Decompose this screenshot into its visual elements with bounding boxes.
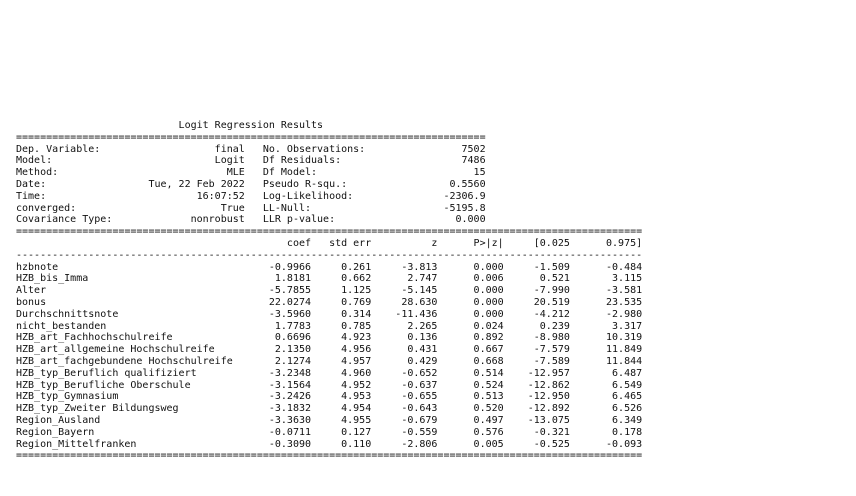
coef-row: hzbnote -0.9966 0.261 -3.813 0.000 -1.50… <box>16 261 643 273</box>
rule-double: ========================================… <box>16 131 486 143</box>
table-title: Logit Regression Results <box>16 120 486 131</box>
rule-double: ========================================… <box>16 226 643 238</box>
coef-row: HZB_typ_Berufliche Oberschule -3.1564 4.… <box>16 379 643 391</box>
info-row: Time: 16:07:52 Log-Likelihood: -2306.9 <box>16 190 486 202</box>
coef-row: Region_Mittelfranken -0.3090 0.110 -2.80… <box>16 438 643 450</box>
coef-row: Region_Ausland -3.3630 4.955 -0.679 0.49… <box>16 414 643 426</box>
info-row: Dep. Variable: final No. Observations: 7… <box>16 143 486 155</box>
coef-row: HZB_bis_Imma 1.8181 0.662 2.747 0.006 0.… <box>16 273 643 285</box>
coef-row: HZB_art_fachgebundene Hochschulreife 2.1… <box>16 355 643 367</box>
coef-row: HZB_typ_Gymnasium -3.2426 4.953 -0.655 0… <box>16 391 643 403</box>
coef-row: HZB_art_allgemeine Hochschulreife 2.1350… <box>16 344 643 356</box>
info-row: Method: MLE Df Model: 15 <box>16 167 486 179</box>
info-row: converged: True LL-Null: -5195.8 <box>16 202 486 214</box>
coef-row: HZB_art_Fachhochschulreife 0.6696 4.923 … <box>16 332 643 344</box>
coef-row: HZB_typ_Zweiter Bildungsweg -3.1832 4.95… <box>16 403 643 415</box>
coef-header-row: coef std err z P>|z| [0.025 0.975] <box>16 237 643 249</box>
coef-row: HZB_typ_Beruflich qualifiziert -3.2348 4… <box>16 367 643 379</box>
info-row: Model: Logit Df Residuals: 7486 <box>16 155 486 167</box>
info-row: Covariance Type: nonrobust LLR p-value: … <box>16 214 486 226</box>
regression-summary-output: Logit Regression Results ===============… <box>16 120 642 462</box>
coef-row: Durchschnittsnote -3.5960 0.314 -11.436 … <box>16 308 643 320</box>
info-row: Date: Tue, 22 Feb 2022 Pseudo R-squ.: 0.… <box>16 178 486 190</box>
coef-row: nicht_bestanden 1.7783 0.785 2.265 0.024… <box>16 320 643 332</box>
rule-double: ========================================… <box>16 450 643 462</box>
coef-row: Alter -5.7855 1.125 -5.145 0.000 -7.990 … <box>16 285 643 297</box>
rule-single: ----------------------------------------… <box>16 249 643 261</box>
coef-row: bonus 22.0274 0.769 28.630 0.000 20.519 … <box>16 296 643 308</box>
coef-row: Region_Bayern -0.0711 0.127 -0.559 0.576… <box>16 426 643 438</box>
